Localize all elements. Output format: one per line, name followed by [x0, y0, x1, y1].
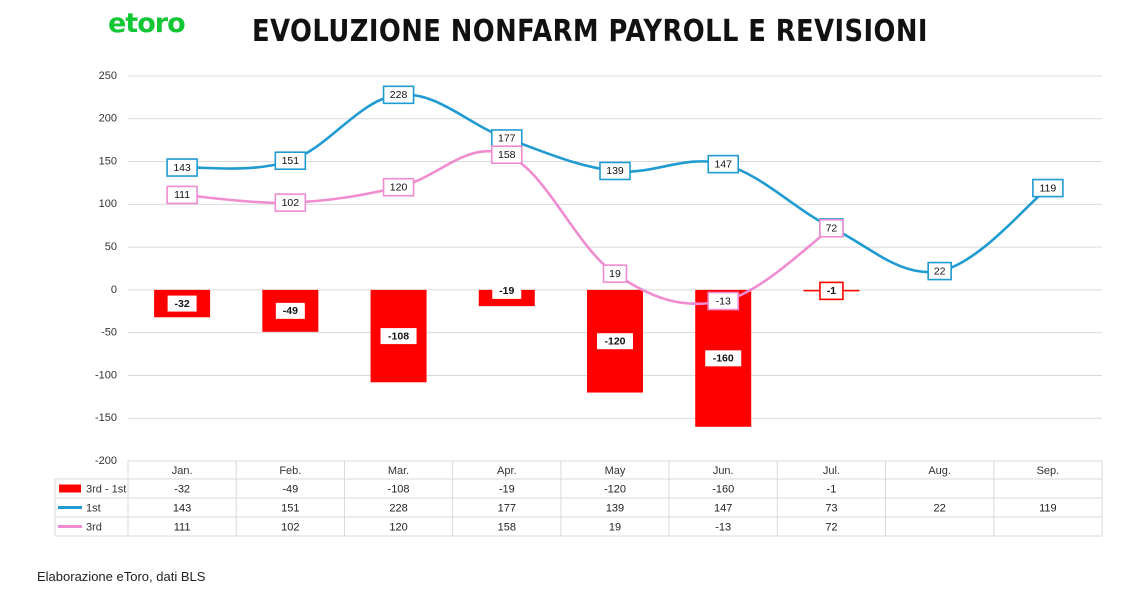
- line-data-label: 151: [282, 155, 300, 167]
- table-cell: 143: [173, 502, 191, 514]
- bar-data-label: -120: [604, 336, 625, 348]
- table-cell: 120: [389, 521, 407, 533]
- bar-data-label-bg: [492, 282, 522, 299]
- table-cell: 119: [1039, 502, 1057, 514]
- line-data-label: -13: [716, 295, 731, 307]
- etoro-logo: etoro: [108, 8, 186, 39]
- table-category-header: May: [605, 465, 626, 477]
- table-cell: 147: [714, 502, 732, 514]
- bar-data-label-bg: [275, 302, 305, 319]
- bar-data-label-box: [819, 281, 844, 301]
- line-data-label-box: [166, 158, 198, 177]
- y-tick-label: -100: [95, 369, 117, 381]
- legend-key: [59, 484, 81, 493]
- line-data-label: 19: [609, 268, 621, 280]
- line-data-label-box: [274, 193, 307, 212]
- y-tick-label: 250: [99, 70, 117, 82]
- line-data-label: 177: [498, 133, 516, 145]
- y-tick-label: -50: [101, 327, 117, 339]
- table-cell: -108: [388, 483, 410, 495]
- line-data-label-box: [490, 145, 523, 165]
- table-cell: 72: [825, 521, 837, 533]
- y-tick-label: 50: [105, 241, 117, 253]
- bar-data-label: -160: [713, 353, 734, 365]
- table-cell: 102: [281, 521, 299, 533]
- table-cell: 73: [825, 502, 837, 514]
- table-cell: -32: [174, 483, 190, 495]
- table-cell: -13: [715, 521, 731, 533]
- line-data-label: 158: [498, 149, 516, 161]
- table-cell: 111: [174, 521, 191, 533]
- y-tick-label: 200: [99, 113, 117, 125]
- line-data-label-box: [1032, 178, 1064, 198]
- bar-data-label: -49: [283, 305, 298, 317]
- table-cell: 139: [606, 502, 624, 514]
- y-tick-label: 150: [99, 155, 117, 167]
- line-data-label: 72: [826, 223, 838, 235]
- bar-data-label-bg: [705, 350, 742, 367]
- series-line: [182, 93, 1049, 274]
- table-category-header: Sep.: [1037, 465, 1060, 477]
- legend-label: 1st: [86, 502, 101, 514]
- chart-svg: 250 200 150 100 50 0 -50 -100 -150 -200 -32 -49 -108…: [54, 70, 1103, 537]
- line-data-label: 120: [390, 182, 408, 194]
- table-cell: -19: [499, 483, 515, 495]
- y-tick-label: 0: [111, 284, 117, 296]
- table-cell: -1: [827, 483, 837, 495]
- table-category-header: Aug.: [928, 465, 951, 477]
- table-cell: 19: [609, 521, 621, 533]
- line-data-label-box: [274, 151, 307, 170]
- line-data-label-box: [599, 161, 631, 181]
- bar-data-label-bg: [167, 295, 197, 312]
- legend-label: 3rd: [86, 521, 102, 533]
- line-data-label: 111: [174, 189, 190, 201]
- table-cell: -120: [604, 483, 626, 495]
- bar-data-label-bg: [380, 328, 417, 345]
- line-data-label: 143: [173, 162, 191, 174]
- table-category-header: Apr.: [497, 465, 517, 477]
- line-data-label-box: [819, 218, 844, 238]
- line-data-label-box: [707, 291, 740, 311]
- line-data-label-box: [382, 85, 415, 105]
- line-data-label: 22: [934, 265, 946, 277]
- chart-title: EVOLUZIONE NONFARM PAYROLL E REVISIONI: [252, 14, 928, 49]
- line-data-label-box: [707, 154, 740, 174]
- line-data-label: 228: [390, 89, 408, 101]
- line-data-label: 119: [1040, 182, 1057, 194]
- bar-data-label: -32: [175, 298, 190, 310]
- bar-data-label-bg: [597, 333, 633, 350]
- table-cell: 177: [498, 502, 516, 514]
- line-data-label-box: [166, 185, 198, 205]
- table-cell: -160: [712, 483, 734, 495]
- table-category-header: Mar.: [388, 465, 409, 477]
- table-cell: 158: [498, 521, 516, 533]
- table-category-header: Feb.: [279, 465, 301, 477]
- y-tick-label: -150: [95, 412, 117, 424]
- line-data-label: 139: [606, 165, 624, 177]
- line-data-label: 147: [714, 158, 732, 170]
- line-data-label-box: [382, 177, 415, 197]
- table-cell: 151: [281, 502, 299, 514]
- table-cell: -49: [282, 483, 298, 495]
- table-cell: 228: [389, 502, 407, 514]
- line-data-label: 102: [282, 197, 300, 209]
- y-tick-label: -200: [95, 455, 117, 467]
- legend-label: 3rd - 1st: [86, 483, 126, 495]
- line-data-label-box: [927, 261, 952, 281]
- source-note: Elaborazione eToro, dati BLS: [37, 569, 206, 584]
- table-category-header: Jan.: [172, 465, 193, 477]
- bar-data-label: -1: [827, 285, 836, 297]
- series-line: [182, 149, 833, 306]
- line-data-label-box: [602, 264, 628, 283]
- table-category-header: Jun.: [713, 465, 734, 477]
- bar-data-label: -19: [499, 285, 514, 297]
- table-cell: 22: [934, 502, 946, 514]
- y-tick-label: 100: [99, 198, 117, 210]
- bar-data-label: -108: [388, 330, 409, 342]
- table-category-header: Jul.: [823, 465, 840, 477]
